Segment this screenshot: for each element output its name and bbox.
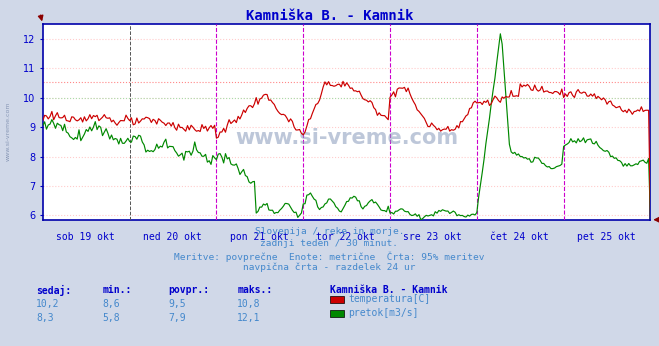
Text: Kamniška B. - Kamnik: Kamniška B. - Kamnik: [330, 285, 447, 295]
Text: www.si-vreme.com: www.si-vreme.com: [5, 102, 11, 161]
Text: 9,5: 9,5: [168, 299, 186, 309]
Text: 10,2: 10,2: [36, 299, 60, 309]
Text: sre 23 okt: sre 23 okt: [403, 233, 462, 243]
Text: sedaj:: sedaj:: [36, 285, 71, 297]
Text: 7,9: 7,9: [168, 313, 186, 323]
Text: 5,8: 5,8: [102, 313, 120, 323]
Text: pretok[m3/s]: pretok[m3/s]: [348, 308, 418, 318]
Text: pet 25 okt: pet 25 okt: [577, 233, 635, 243]
Text: 8,3: 8,3: [36, 313, 54, 323]
Text: temperatura[C]: temperatura[C]: [348, 294, 430, 304]
Text: www.si-vreme.com: www.si-vreme.com: [235, 128, 458, 148]
Text: ned 20 okt: ned 20 okt: [143, 233, 202, 243]
Text: min.:: min.:: [102, 285, 132, 295]
Text: povpr.:: povpr.:: [168, 285, 209, 295]
Text: čet 24 okt: čet 24 okt: [490, 233, 549, 243]
Text: Slovenija / reke in morje.: Slovenija / reke in morje.: [255, 227, 404, 236]
Text: 12,1: 12,1: [237, 313, 261, 323]
Text: pon 21 okt: pon 21 okt: [229, 233, 288, 243]
Text: zadnji teden / 30 minut.: zadnji teden / 30 minut.: [260, 239, 399, 248]
Text: tor 22 okt: tor 22 okt: [316, 233, 375, 243]
Text: navpična črta - razdelek 24 ur: navpična črta - razdelek 24 ur: [243, 263, 416, 272]
Text: 8,6: 8,6: [102, 299, 120, 309]
Text: Kamniška B. - Kamnik: Kamniška B. - Kamnik: [246, 9, 413, 22]
Text: maks.:: maks.:: [237, 285, 272, 295]
Text: 10,8: 10,8: [237, 299, 261, 309]
Text: Meritve: povprečne  Enote: metrične  Črta: 95% meritev: Meritve: povprečne Enote: metrične Črta:…: [174, 252, 485, 262]
Text: sob 19 okt: sob 19 okt: [56, 233, 115, 243]
